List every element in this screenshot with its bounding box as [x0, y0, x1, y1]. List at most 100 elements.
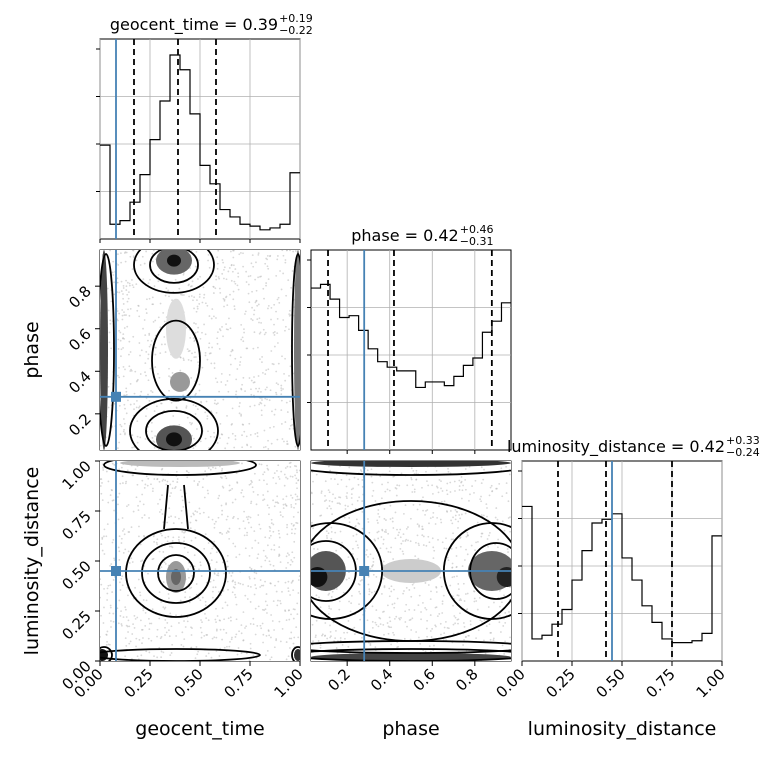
sample-point [133, 392, 136, 395]
sample-point [357, 483, 360, 486]
contour-line [183, 484, 189, 530]
sample-point [181, 631, 184, 634]
sample-point [219, 531, 222, 534]
sample-point [280, 423, 283, 425]
sample-point [209, 552, 212, 555]
sample-point [247, 292, 250, 295]
sample-point [215, 628, 218, 631]
sample-point [150, 340, 153, 342]
sample-point [251, 547, 254, 549]
sample-point [372, 560, 375, 563]
sample-point [266, 612, 268, 614]
sample-point [233, 446, 236, 449]
sample-point [292, 617, 295, 620]
sample-point [112, 538, 115, 541]
sample-point [185, 405, 188, 407]
sample-point [432, 557, 435, 559]
sample-point [119, 339, 122, 342]
sample-point [212, 579, 215, 582]
sample-point [169, 654, 172, 657]
sample-point [357, 478, 360, 481]
sample-point [124, 407, 126, 410]
sample-point [110, 300, 113, 303]
sample-point [502, 625, 505, 627]
sample-point [426, 635, 429, 638]
sample-point [275, 590, 278, 593]
sample-point [215, 275, 217, 278]
sample-point [259, 586, 262, 588]
sample-point [296, 498, 299, 501]
sample-point [432, 511, 435, 514]
sample-point [138, 638, 141, 641]
sample-point [239, 582, 242, 585]
sample-point [265, 282, 268, 284]
sample-point [440, 633, 442, 636]
sample-point [389, 504, 392, 507]
sample-point [292, 589, 295, 592]
sample-point [323, 500, 326, 502]
sample-point [250, 318, 253, 320]
sample-point [488, 531, 491, 534]
sample-point [281, 590, 283, 593]
sample-point [379, 623, 382, 626]
sample-point [369, 644, 372, 647]
sample-point [147, 339, 149, 342]
sample-point [433, 549, 436, 552]
sample-point [371, 626, 374, 629]
sample-point [288, 314, 291, 317]
sample-point [118, 550, 121, 553]
sample-point [242, 611, 245, 614]
sample-point [249, 405, 252, 408]
sample-point [451, 562, 454, 565]
sample-point [503, 529, 506, 532]
sample-point [270, 522, 273, 525]
sample-point [407, 526, 409, 528]
sample-point [110, 626, 112, 628]
sample-point [374, 500, 377, 502]
sample-point [406, 625, 408, 628]
sample-point [445, 547, 448, 550]
sample-point [267, 278, 270, 281]
sample-point [232, 250, 234, 252]
sample-point [390, 643, 392, 646]
sample-point [335, 588, 338, 590]
sample-point [340, 547, 342, 549]
sample-point [117, 496, 119, 498]
sample-point [432, 546, 435, 549]
x-tick-label: 1.00 [692, 665, 728, 701]
sample-point [133, 614, 136, 617]
sample-point [272, 564, 275, 567]
sample-point [286, 533, 289, 536]
sample-point [287, 279, 290, 282]
sample-point [372, 557, 375, 560]
sample-point [194, 351, 196, 354]
sample-point [426, 509, 429, 511]
sample-point [441, 500, 443, 503]
sample-point [418, 594, 421, 597]
sample-point [288, 427, 291, 430]
sample-point [255, 587, 258, 590]
sample-point [422, 535, 425, 538]
sample-point [294, 445, 297, 448]
sample-point [270, 307, 273, 309]
sample-point [161, 513, 164, 515]
sample-point [149, 367, 152, 370]
sample-point [369, 553, 372, 556]
sample-point [418, 503, 421, 506]
sample-point [196, 408, 199, 411]
sample-point [264, 536, 267, 539]
sample-point [347, 556, 350, 559]
sample-point [162, 581, 165, 584]
sample-point [143, 487, 146, 489]
sample-point [371, 481, 374, 484]
sample-point [390, 590, 393, 593]
sample-point [382, 542, 385, 545]
sample-point [233, 305, 236, 308]
sample-point [228, 645, 231, 648]
sample-point [229, 250, 232, 253]
sample-point [274, 501, 277, 504]
sample-point [158, 617, 161, 620]
sample-point [325, 530, 328, 533]
sample-point [138, 315, 141, 318]
sample-point [371, 495, 374, 497]
